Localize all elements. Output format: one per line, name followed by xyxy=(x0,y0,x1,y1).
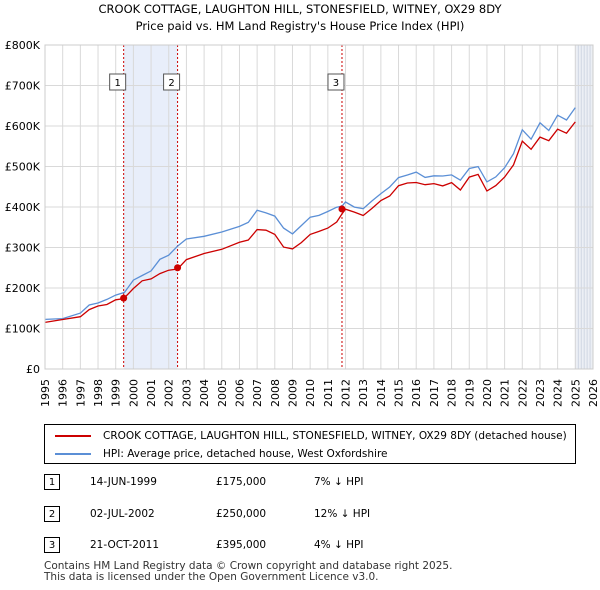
x-tick-label: 2023 xyxy=(534,379,547,407)
x-tick-label: 2014 xyxy=(375,379,388,407)
sale-number-badge: 1 xyxy=(44,474,60,490)
x-tick-label: 2008 xyxy=(269,379,282,407)
sale-date: 21-OCT-2011 xyxy=(90,539,159,551)
y-axis-ticks: £0 £100K £200K £300K £400K £500K £600K £700K £80… xyxy=(5,39,41,376)
y-tick-label: £0 xyxy=(26,363,40,376)
sale-date: 14-JUN-1999 xyxy=(90,476,157,488)
footer-line-2: This data is licensed under the Open Gov… xyxy=(44,571,379,583)
plot-frame xyxy=(44,44,594,370)
x-tick-label: 2002 xyxy=(163,379,176,407)
sale-price: £175,000 xyxy=(216,476,267,488)
x-tick-label: 2000 xyxy=(127,379,140,407)
x-tick-label: 1998 xyxy=(92,379,105,407)
legend-item-property: CROOK COTTAGE, LAUGHTON HILL, STONESFIEL… xyxy=(55,427,567,445)
x-tick-label: 2021 xyxy=(499,379,512,407)
legend-swatch-property xyxy=(55,435,91,437)
y-tick-label: £400K xyxy=(5,201,41,214)
x-tick-label: 2017 xyxy=(428,379,441,407)
x-tick-label: 2006 xyxy=(233,379,246,407)
sale-price: £395,000 xyxy=(216,539,267,551)
legend-item-hpi: HPI: Average price, detached house, West… xyxy=(55,445,388,463)
x-tick-label: 2025 xyxy=(569,379,582,407)
y-tick-label: £200K xyxy=(5,282,41,295)
x-tick-label: 2007 xyxy=(251,379,264,407)
sale-number-badge: 3 xyxy=(44,537,60,553)
series-line-hpi xyxy=(44,107,576,321)
x-tick-label: 2026 xyxy=(587,379,600,407)
sale-label-number: 1 xyxy=(114,78,120,89)
x-tick-label: 2019 xyxy=(463,379,476,407)
sale-marker xyxy=(174,264,182,272)
footer-attribution: Contains HM Land Registry data © Crown c… xyxy=(44,561,452,583)
y-tick-label: £700K xyxy=(5,80,41,93)
sale-hpi-diff: 7% ↓ HPI xyxy=(314,476,364,488)
sale-hpi-diff: 12% ↓ HPI xyxy=(314,508,371,520)
sale-date: 02-JUL-2002 xyxy=(90,508,155,520)
legend-label-hpi: HPI: Average price, detached house, West… xyxy=(103,448,388,460)
sale-label-box xyxy=(327,73,345,91)
x-tick-label: 2004 xyxy=(198,379,211,407)
x-tick-label: 2010 xyxy=(304,379,317,407)
y-tick-label: £800K xyxy=(5,39,41,52)
price-chart: CROOK COTTAGE, LAUGHTON HILL, STONESFIEL… xyxy=(5,2,600,407)
x-tick-label: 2009 xyxy=(286,379,299,407)
x-tick-label: 2015 xyxy=(393,379,406,407)
sale-label-number: 2 xyxy=(168,78,174,89)
x-tick-label: 1995 xyxy=(39,379,52,407)
sale-row-3: 3 21-OCT-2011 £395,000 4% ↓ HPI xyxy=(44,537,374,555)
x-tick-label: 2020 xyxy=(481,379,494,407)
footer-line-1: Contains HM Land Registry data © Crown c… xyxy=(44,560,453,572)
sale-lines: 1 2 3 xyxy=(109,45,345,369)
x-tick-label: 2018 xyxy=(446,379,459,407)
series-line-property xyxy=(44,121,576,324)
x-tick-label: 2013 xyxy=(357,379,370,407)
chart-title: CROOK COTTAGE, LAUGHTON HILL, STONESFIEL… xyxy=(99,2,503,16)
sale-row-2: 2 02-JUL-2002 £250,000 12% ↓ HPI xyxy=(44,506,374,524)
x-tick-label: 2005 xyxy=(216,379,229,407)
x-tick-label: 2024 xyxy=(552,379,565,407)
legend-swatch-hpi xyxy=(55,453,91,455)
sale-label-number: 3 xyxy=(333,78,339,89)
sale-row-1: 1 14-JUN-1999 £175,000 7% ↓ HPI xyxy=(44,474,374,492)
sale-price: £250,000 xyxy=(216,508,267,520)
x-tick-label: 1999 xyxy=(110,379,123,407)
x-tick-label: 1996 xyxy=(57,379,70,407)
legend: CROOK COTTAGE, LAUGHTON HILL, STONESFIEL… xyxy=(44,424,576,464)
x-tick-label: 2022 xyxy=(516,379,529,407)
sale-marker xyxy=(338,205,346,213)
series-lines xyxy=(44,107,576,324)
sale-hpi-diff: 4% ↓ HPI xyxy=(314,539,364,551)
x-tick-label: 2001 xyxy=(145,379,158,407)
sale-number-badge: 2 xyxy=(44,506,60,522)
sale-label-box xyxy=(163,73,181,91)
sale-label-box xyxy=(109,73,127,91)
x-axis-ticks: 1995 1996 1997 1998 1999 2000 2001 2002 2003 2004… xyxy=(39,379,600,407)
sale-marker xyxy=(120,294,128,302)
x-tick-label: 2012 xyxy=(340,379,353,407)
x-tick-label: 2003 xyxy=(180,379,193,407)
x-tick-label: 2016 xyxy=(410,379,423,407)
legend-label-property: CROOK COTTAGE, LAUGHTON HILL, STONESFIEL… xyxy=(103,430,567,442)
x-tick-label: 2011 xyxy=(322,379,335,407)
x-tick-label: 1997 xyxy=(74,379,87,407)
chart-subtitle: Price paid vs. HM Land Registry's House … xyxy=(136,19,465,33)
sale-markers xyxy=(120,205,346,302)
y-tick-label: £600K xyxy=(5,120,41,133)
y-tick-label: £500K xyxy=(5,161,41,174)
y-tick-label: £100K xyxy=(5,323,41,336)
y-tick-label: £300K xyxy=(5,242,41,255)
